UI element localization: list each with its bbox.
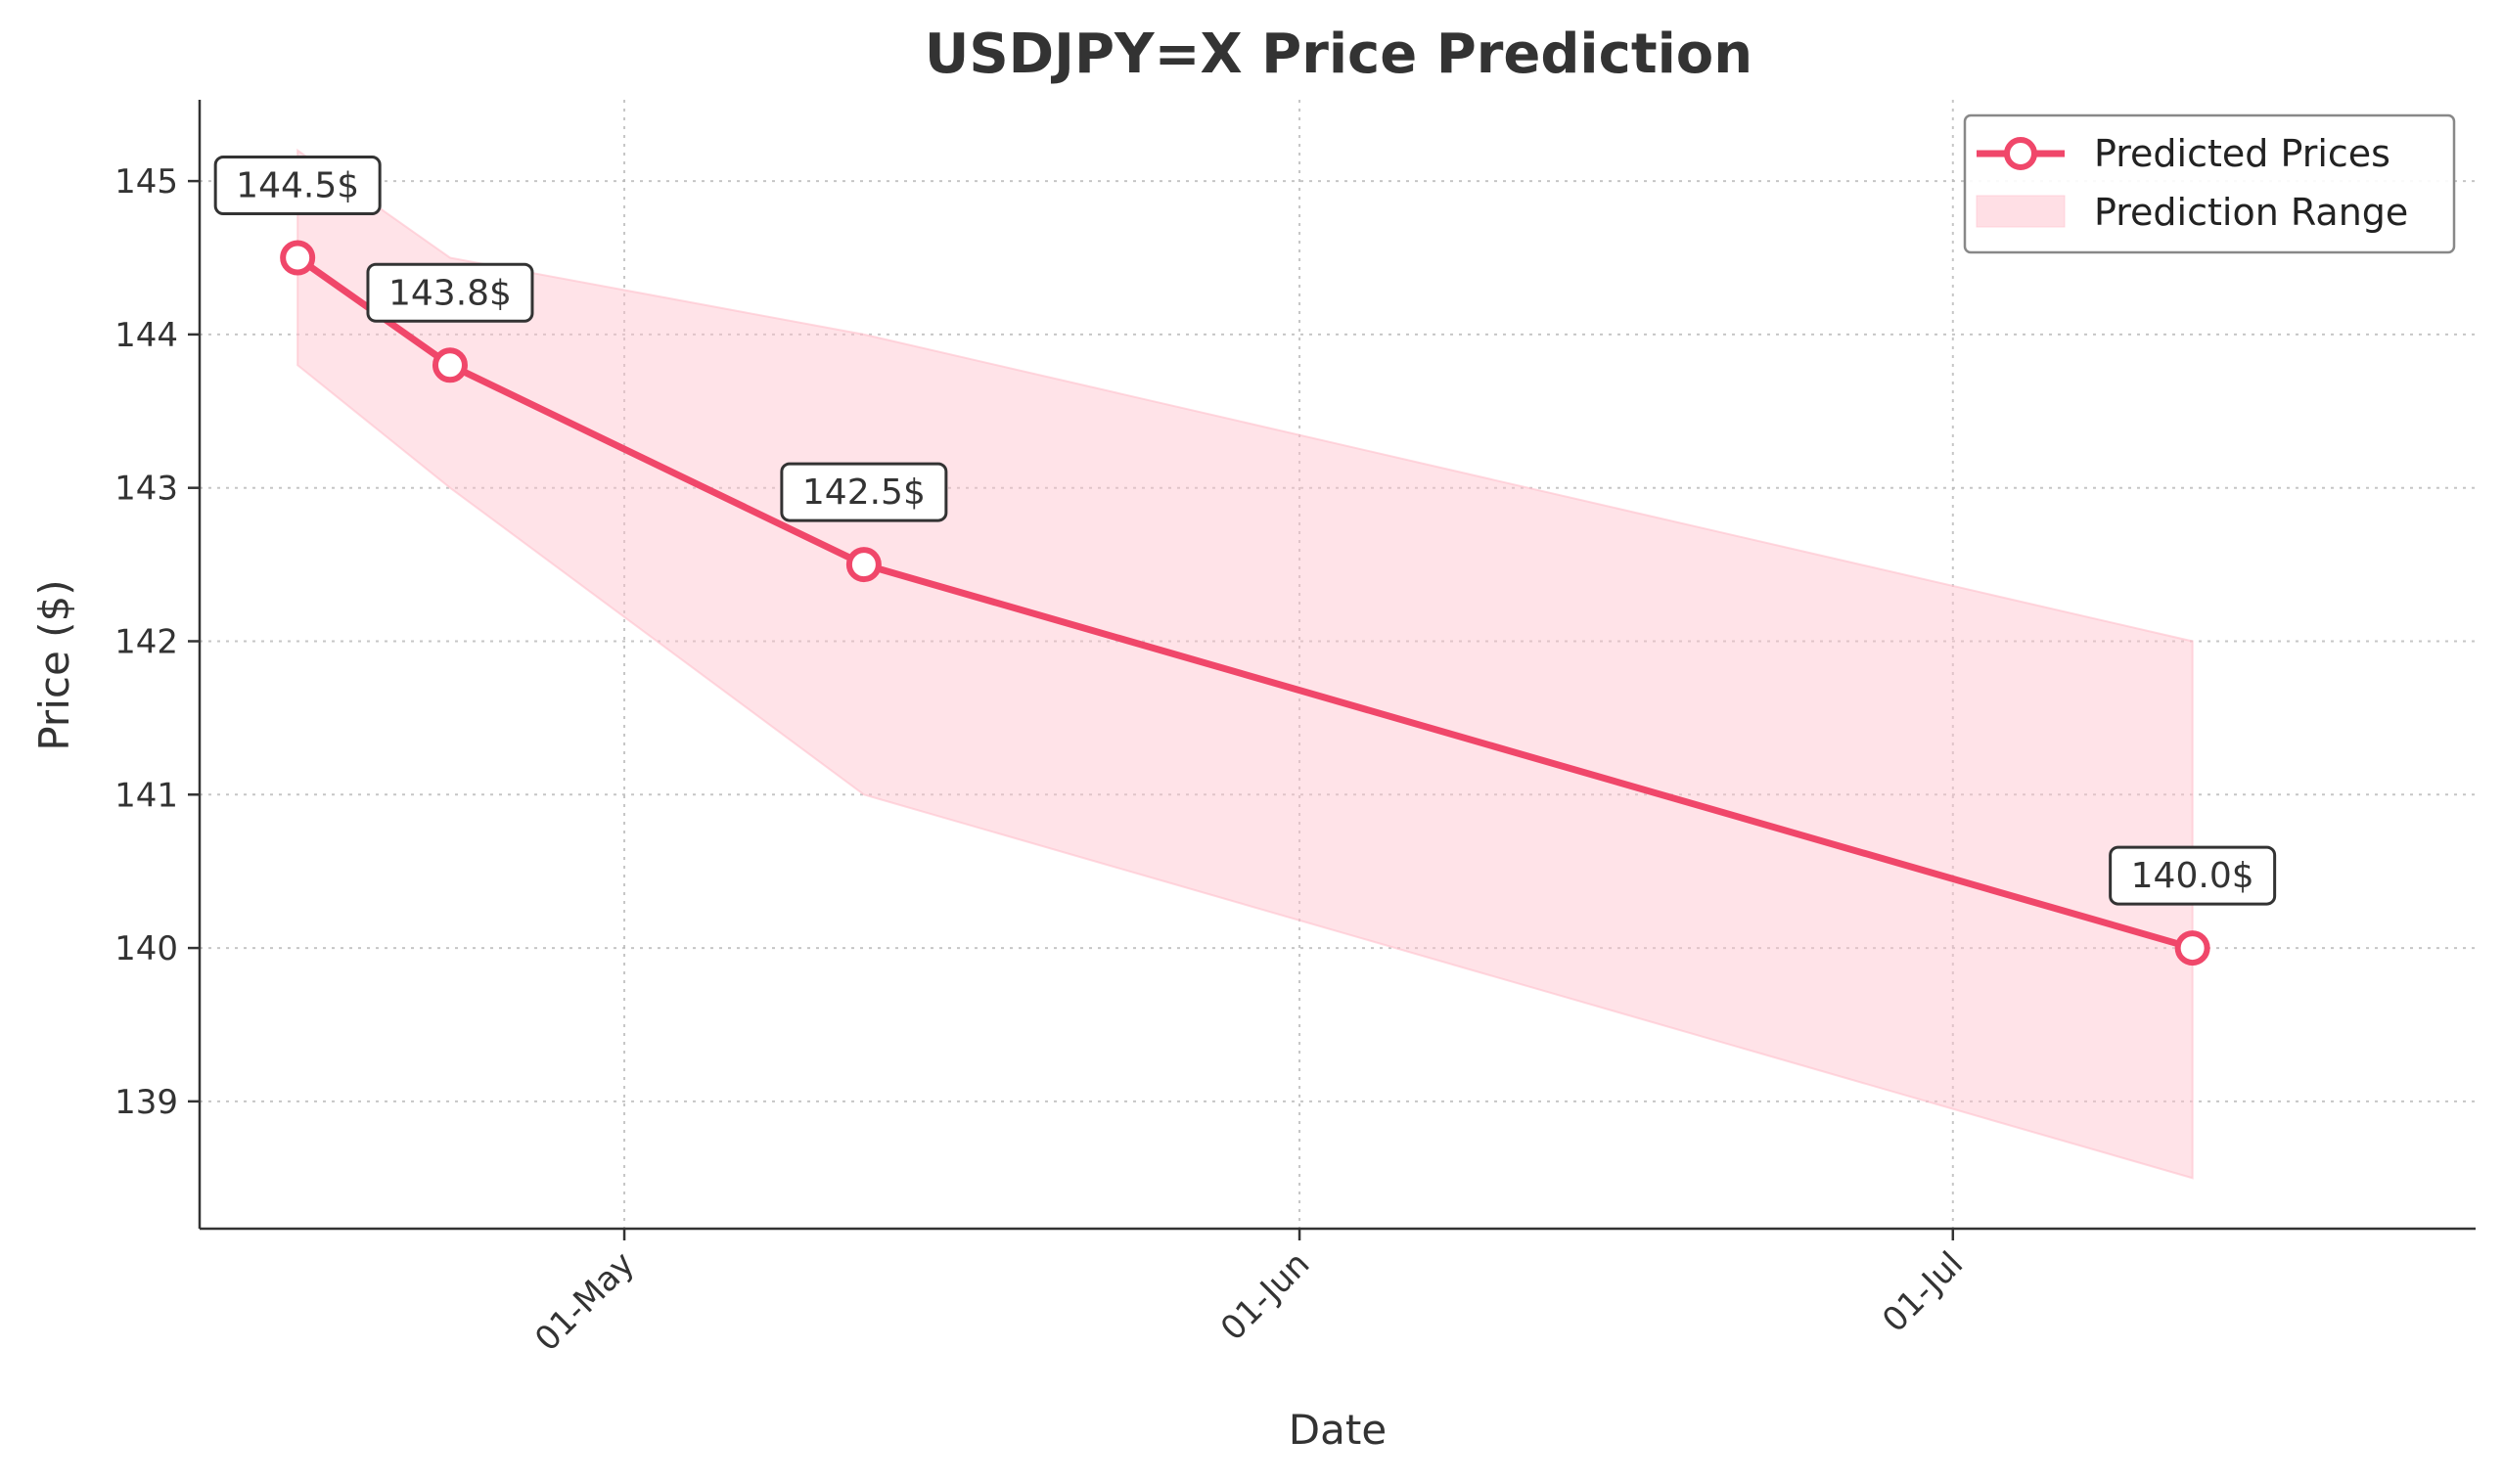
predicted-price-marker (2174, 930, 2210, 967)
x-tick-label: 01-May (527, 1244, 642, 1359)
predicted-price-marker (845, 547, 882, 583)
predicted-price-marker (280, 240, 316, 276)
grid (200, 100, 2476, 1229)
legend-label-predicted: Predicted Prices (2094, 132, 2390, 175)
x-tick-label: 01-Jun (1213, 1244, 1317, 1348)
y-tick-label: 140 (114, 929, 178, 968)
prediction-range-area (296, 148, 2194, 1180)
data-label-box (780, 462, 948, 522)
predicted-price-marker (432, 347, 468, 383)
legend-label-range: Prediction Range (2094, 191, 2408, 234)
y-tick-label: 141 (114, 776, 178, 815)
annotations: 144.5$ 143.8$ 142.5$ 140.0$ (213, 155, 2277, 906)
data-label-box (213, 155, 382, 215)
data-label: 140.0$ (2131, 856, 2254, 896)
data-label: 142.5$ (802, 472, 926, 513)
data-label-box (2109, 845, 2277, 906)
legend: Predicted Prices Prediction Range (1963, 113, 2456, 254)
legend-frame (1963, 113, 2456, 254)
data-label: 143.8$ (388, 273, 512, 313)
y-tick-label: 144 (114, 316, 178, 355)
prediction-range-band (296, 148, 2194, 1180)
data-label-box (366, 262, 534, 323)
y-tick-label: 145 (114, 162, 178, 202)
data-label: 144.5$ (236, 165, 359, 205)
y-axis-title: Price ($) (30, 579, 78, 750)
y-tick-label: 143 (114, 470, 178, 509)
y-tick-label: 142 (114, 622, 178, 661)
y-tick-label: 139 (114, 1083, 178, 1122)
chart-title: USDJPY=X Price Prediction (925, 22, 1752, 86)
x-tick-label: 01-Jul (1875, 1244, 1971, 1340)
axes (198, 100, 2476, 1231)
x-axis-title: Date (1289, 1406, 1387, 1454)
legend-marker-swatch (2004, 137, 2037, 170)
legend-range-swatch (1976, 195, 2066, 228)
